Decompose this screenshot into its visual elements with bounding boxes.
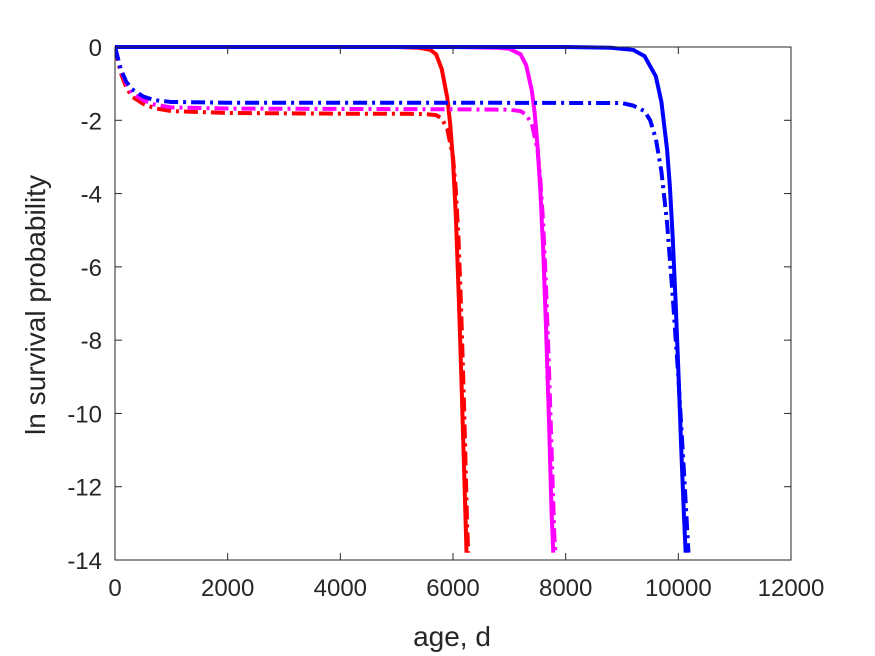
x-tick-label: 2000: [201, 575, 254, 602]
series-line-2: [115, 46, 471, 553]
series-line-3: [115, 45, 556, 553]
series-line-6: [115, 46, 691, 553]
y-tick-label: -6: [81, 255, 102, 282]
x-tick-label: 4000: [314, 575, 367, 602]
y-tick-label: -14: [67, 548, 102, 575]
x-tick-label: 6000: [426, 575, 479, 602]
x-tick-label: 8000: [539, 575, 592, 602]
x-tick-label: 12000: [758, 575, 825, 602]
axes-layer: [114, 46, 792, 561]
y-tick-label: -2: [81, 108, 102, 135]
y-tick-label: -12: [67, 475, 102, 502]
series-line-4: [115, 46, 558, 553]
x-tick-label: 10000: [645, 575, 712, 602]
y-tick-label: 0: [89, 35, 102, 62]
series-line-5: [115, 45, 688, 553]
y-tick-label: -10: [67, 401, 102, 428]
x-axis-title: age, d: [413, 621, 491, 652]
plot-frame: [114, 46, 792, 561]
y-tick-label: -4: [81, 182, 102, 209]
y-tick-label: -8: [81, 328, 102, 355]
y-axis-title: ln survival probability: [20, 175, 51, 435]
x-tick-label: 0: [108, 575, 121, 602]
series-layer: [115, 45, 691, 553]
series-line-1: [115, 45, 469, 553]
tick-label-layer: 0 2000 4000 6000 8000 10000 12000 0 -2 -4 -6 -8 -10 -…: [67, 35, 824, 602]
